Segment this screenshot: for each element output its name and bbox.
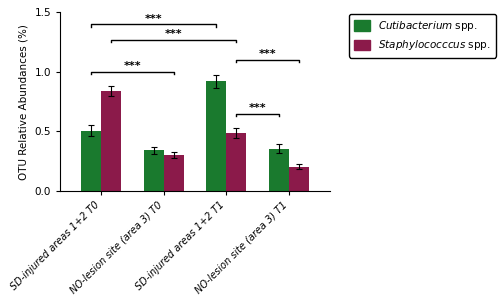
Text: ***: *** bbox=[144, 14, 162, 23]
Bar bbox=[226, 133, 246, 191]
Bar bbox=[144, 151, 164, 191]
Text: ***: *** bbox=[249, 103, 266, 113]
Text: ***: *** bbox=[259, 49, 276, 59]
Legend: $\it{Cutibacterium}$ spp., $\it{Staphylococccus}$ spp.: $\it{Cutibacterium}$ spp., $\it{Staphylo… bbox=[348, 14, 496, 58]
Bar bbox=[289, 167, 310, 191]
Y-axis label: OTU Relative Abundances (%): OTU Relative Abundances (%) bbox=[19, 24, 29, 180]
Bar bbox=[164, 155, 184, 191]
Text: ***: *** bbox=[165, 29, 182, 39]
Text: ***: *** bbox=[124, 61, 141, 71]
Bar bbox=[206, 81, 227, 191]
Bar bbox=[80, 131, 101, 191]
Bar bbox=[269, 149, 289, 191]
Bar bbox=[101, 91, 121, 191]
